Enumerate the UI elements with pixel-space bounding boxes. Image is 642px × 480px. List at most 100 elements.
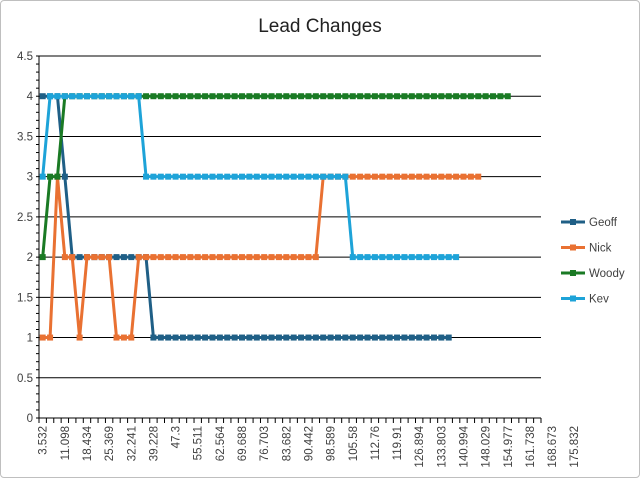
x-tick-label: 112.76: [370, 426, 382, 460]
data-point: [61, 254, 68, 261]
data-point: [172, 334, 179, 341]
data-point: [231, 173, 238, 180]
data-point: [453, 93, 460, 100]
data-point: [216, 93, 223, 100]
data-point: [202, 173, 209, 180]
legend-swatch-marker: [570, 295, 576, 302]
legend-label: Geoff: [589, 217, 618, 229]
data-point: [423, 173, 430, 180]
data-point: [364, 173, 371, 180]
data-point: [445, 254, 452, 261]
data-point: [135, 254, 142, 261]
data-point: [423, 93, 430, 100]
data-point: [128, 334, 135, 341]
data-point: [298, 254, 305, 261]
data-point: [172, 93, 179, 100]
data-point: [357, 254, 364, 261]
data-point: [106, 254, 113, 261]
legend: Geoff Nick Woody Kev: [561, 217, 625, 306]
data-point: [320, 334, 327, 341]
data-point: [290, 173, 297, 180]
data-point: [39, 254, 46, 261]
data-point: [98, 93, 105, 100]
data-point: [342, 173, 349, 180]
data-point: [408, 173, 415, 180]
data-point: [379, 254, 386, 261]
data-point: [371, 254, 378, 261]
data-point: [408, 254, 415, 261]
data-point: [298, 173, 305, 180]
data-point: [113, 254, 120, 261]
data-point: [408, 334, 415, 341]
data-point: [445, 93, 452, 100]
x-tick-label: 11.098: [60, 426, 72, 460]
data-point: [394, 173, 401, 180]
data-point: [120, 254, 127, 261]
data-point: [143, 93, 150, 100]
y-tick-label: 3: [27, 172, 33, 184]
data-point: [401, 254, 408, 261]
data-point: [357, 173, 364, 180]
data-point: [47, 93, 54, 100]
data-point: [401, 334, 408, 341]
data-point: [61, 93, 68, 100]
data-point: [224, 334, 231, 341]
data-point: [460, 173, 467, 180]
data-point: [290, 334, 297, 341]
x-tick-label: 3.532: [38, 426, 50, 455]
data-point: [69, 254, 76, 261]
data-point: [371, 93, 378, 100]
data-point: [475, 93, 482, 100]
data-point: [364, 93, 371, 100]
data-point: [47, 334, 54, 341]
y-tick-label: 2: [27, 252, 33, 264]
data-point: [371, 173, 378, 180]
data-point: [283, 254, 290, 261]
x-tick-label: 133.803: [436, 426, 448, 468]
data-point: [438, 173, 445, 180]
x-tick-label: 62.564: [215, 425, 227, 461]
data-point: [312, 93, 319, 100]
data-point: [165, 93, 172, 100]
data-point: [401, 93, 408, 100]
data-point: [283, 93, 290, 100]
legend-entry-kev: Kev: [561, 294, 609, 306]
x-tick-label: 105.58: [348, 426, 360, 461]
data-point: [408, 93, 415, 100]
data-point: [216, 173, 223, 180]
data-point: [504, 93, 511, 100]
data-point: [39, 93, 46, 100]
data-point: [157, 334, 164, 341]
data-point: [239, 173, 246, 180]
data-point: [320, 173, 327, 180]
x-tick-label: 32.241: [126, 426, 138, 461]
data-point: [327, 93, 334, 100]
data-point: [386, 254, 393, 261]
data-point: [475, 173, 482, 180]
data-point: [172, 173, 179, 180]
data-point: [246, 173, 253, 180]
data-point: [113, 334, 120, 341]
data-point: [261, 93, 268, 100]
series-kev: [39, 93, 460, 261]
data-point: [39, 334, 46, 341]
legend-swatch-marker: [570, 219, 576, 225]
data-point: [305, 93, 312, 100]
data-point: [194, 93, 201, 100]
x-tick-label: 175.832: [569, 426, 581, 468]
data-point: [430, 254, 437, 261]
data-point: [497, 93, 504, 100]
data-point: [467, 173, 474, 180]
data-point: [275, 254, 282, 261]
x-tick-label: 55.511: [193, 426, 205, 460]
data-point: [202, 334, 209, 341]
data-point: [438, 334, 445, 341]
data-point: [349, 93, 356, 100]
data-point: [349, 334, 356, 341]
x-tick-label: 18.434: [82, 425, 94, 461]
data-point: [231, 254, 238, 261]
data-point: [298, 334, 305, 341]
data-point: [135, 93, 142, 100]
x-tick-label: 98.589: [326, 426, 338, 461]
